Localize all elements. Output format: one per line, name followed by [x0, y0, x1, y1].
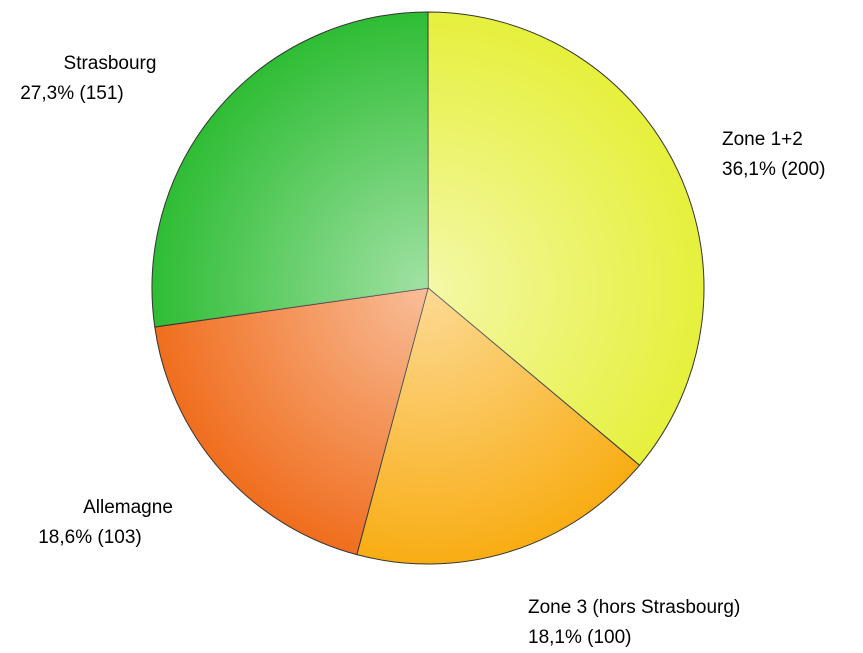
slice-label: Strasbourg	[64, 53, 157, 74]
slice-value-label: 18,6% (103)	[38, 527, 142, 548]
slice-label: Zone 1+2	[722, 129, 803, 150]
slice-label: Allemagne	[83, 497, 173, 518]
slice-shine	[154, 288, 429, 555]
slice-value-label: 36,1% (200)	[722, 159, 826, 180]
slice-shine	[356, 288, 640, 564]
slice-shine	[428, 12, 704, 466]
slice-value-label: 18,1% (100)	[528, 627, 632, 648]
slice-shine	[152, 12, 429, 327]
slice-value-label: 27,3% (151)	[20, 83, 124, 104]
slice-label: Zone 3 (hors Strasbourg)	[528, 597, 740, 618]
